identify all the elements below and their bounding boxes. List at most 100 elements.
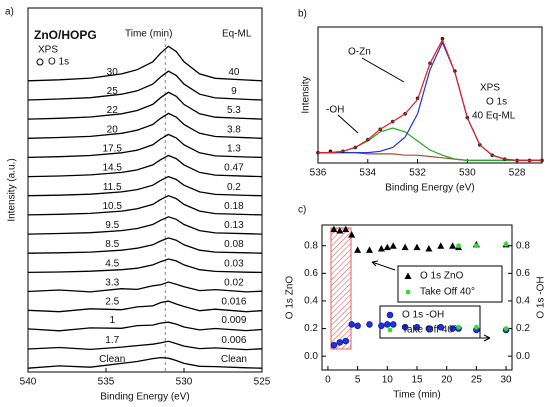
- spectrum-line: [27, 154, 263, 178]
- legend-box: [397, 265, 503, 303]
- spectrum-line: [318, 38, 542, 161]
- annotation: Eq-ML: [222, 29, 252, 40]
- spectrum-line: [27, 237, 263, 254]
- time-label: 20: [107, 124, 119, 135]
- x-tick-label: 528: [509, 168, 526, 179]
- time-label: 1: [109, 315, 115, 326]
- y2-tick-label: 0.2: [516, 323, 530, 334]
- time-label: 10.5: [103, 201, 123, 212]
- eq-ml-label: 1.3: [227, 143, 241, 154]
- y-axis-label: Intensity: [301, 76, 312, 113]
- x-tick-label: 534: [359, 168, 376, 179]
- plot-frame: [317, 26, 543, 164]
- time-label: 1.7: [105, 335, 119, 346]
- annotation: -OH: [326, 105, 344, 116]
- legend-label: Take Off 40°: [402, 325, 457, 336]
- data-point: [503, 241, 509, 247]
- time-label: 9.5: [105, 220, 119, 231]
- eq-ml-label: 0.03: [224, 258, 244, 269]
- eq-ml-label: 0.18: [224, 201, 244, 212]
- legend-marker: [405, 289, 411, 295]
- y-axis-label: Intensity (a.u.): [7, 158, 18, 221]
- time-label: 11.5: [103, 182, 122, 193]
- eq-ml-label: 0.2: [227, 182, 241, 193]
- data-point: [336, 227, 344, 234]
- data-point: [389, 242, 397, 249]
- x-tick-label: 535: [98, 377, 115, 388]
- data-point: [354, 322, 361, 330]
- eq-ml-label: 0.08: [224, 239, 244, 250]
- time-label: 3.3: [105, 278, 119, 289]
- data-point: [378, 322, 385, 330]
- data-point: [413, 243, 421, 251]
- data-point: [384, 321, 391, 328]
- eq-ml-label: 0.006: [221, 335, 246, 346]
- x-tick-label: 530: [176, 377, 193, 388]
- spectrum-line: [27, 133, 263, 159]
- data-point: [473, 324, 479, 330]
- spectrum-line: [27, 258, 263, 274]
- data-point: [425, 244, 433, 252]
- data-point: [348, 321, 355, 328]
- panel-label: c): [298, 205, 306, 216]
- spectrum-line: [27, 175, 263, 197]
- spectrum-line: [27, 112, 263, 139]
- data-point: [366, 246, 373, 253]
- data-point: [336, 339, 344, 346]
- x-tick-label: 10: [382, 375, 394, 386]
- data-point: [348, 231, 356, 238]
- data-point: [354, 246, 362, 253]
- data-point: [330, 341, 338, 349]
- time-label: 30: [107, 67, 119, 78]
- spectrum-line: [27, 91, 263, 120]
- time-label: 17.5: [103, 143, 123, 154]
- time-label: 25: [107, 86, 119, 97]
- annotation: 40 Eq-ML: [472, 111, 516, 122]
- legend-marker: [387, 327, 393, 333]
- x-tick-label: 525: [254, 377, 271, 388]
- eq-ml-label: 0.009: [221, 315, 246, 326]
- spectrum-line: [27, 45, 263, 82]
- spectrum-line: [27, 194, 263, 216]
- data-point: [342, 337, 350, 345]
- data-point: [473, 243, 479, 249]
- annotation: O 1s: [486, 97, 507, 108]
- data-point: [330, 225, 338, 233]
- arrow: [371, 260, 396, 271]
- y-tick-label: 0.6: [304, 268, 318, 279]
- x-tick-label: 540: [20, 377, 37, 388]
- time-label: Clean: [99, 354, 125, 365]
- spectrum-line: [318, 127, 542, 161]
- data-point: [413, 323, 421, 331]
- y-tick-label: 0.4: [304, 296, 318, 307]
- legend-box: [379, 305, 481, 339]
- spectrum-line: [27, 300, 263, 313]
- spectrum-line: [27, 70, 263, 101]
- time-label: 14.5: [103, 163, 123, 174]
- data-point: [437, 323, 445, 331]
- y2-tick-label: 0.8: [516, 240, 530, 251]
- eq-ml-label: 0.47: [224, 163, 244, 174]
- data-point: [456, 243, 461, 249]
- data-point: [383, 243, 391, 251]
- data-point: [503, 326, 509, 331]
- time-label: 4.5: [105, 258, 119, 269]
- y2-tick-label: 0.4: [516, 296, 530, 307]
- arrow: [361, 57, 405, 83]
- annotation: O-Zn: [348, 47, 371, 58]
- x-axis-label: Binding Energy (eV): [100, 392, 190, 403]
- panel-label: a): [5, 7, 14, 18]
- annotation: O 1s: [48, 57, 69, 68]
- eq-ml-label: 0.02: [224, 278, 244, 289]
- x-tick-label: 536: [310, 168, 327, 179]
- plot-frame: [27, 7, 263, 373]
- data-point: [401, 243, 409, 251]
- data-point: [425, 325, 433, 332]
- legend-marker: [36, 58, 44, 66]
- annotation: ZnO/HOPG: [34, 28, 97, 42]
- data-point: [342, 225, 350, 233]
- y2-tick-label: 0.6: [516, 268, 530, 279]
- panel-label: b): [298, 9, 307, 20]
- x-axis-label: Binding Energy (eV): [385, 183, 475, 194]
